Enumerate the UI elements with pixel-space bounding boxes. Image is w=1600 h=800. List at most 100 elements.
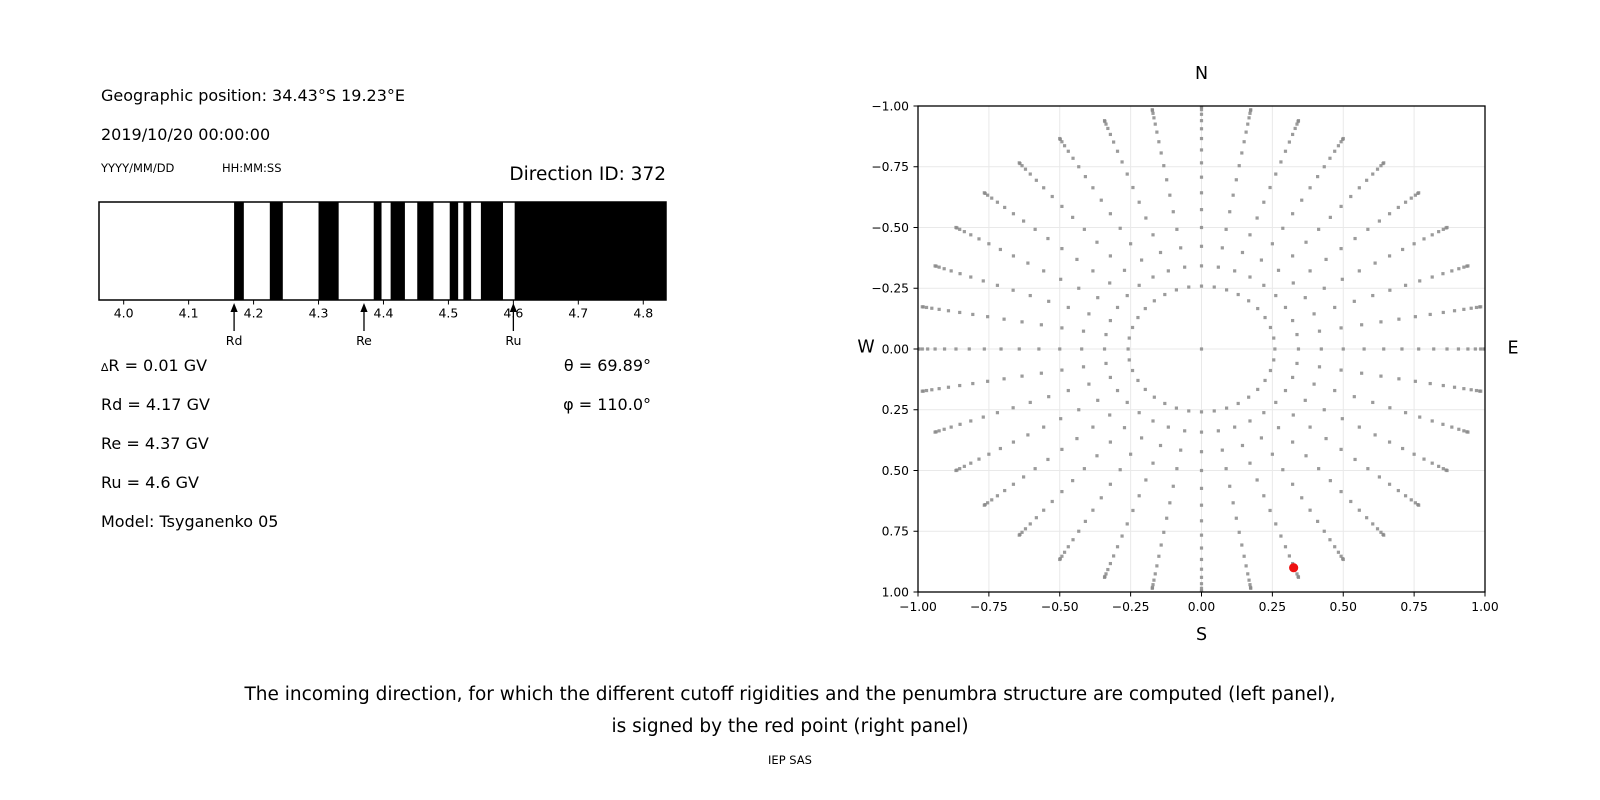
direction-dot xyxy=(995,494,1000,498)
direction-dot xyxy=(1039,323,1043,327)
direction-dot xyxy=(958,383,962,388)
direction-dot xyxy=(971,381,975,386)
direction-dot xyxy=(1220,448,1224,452)
penumbra-axis-ticks: 4.0 4.1 4.2 4.3 4.4 4.5 4.6 4.7 4.8 xyxy=(114,300,653,321)
Ru-arrow-head xyxy=(509,303,517,312)
direction-dot xyxy=(1256,306,1260,311)
direction-dot xyxy=(995,283,1000,287)
direction-dot xyxy=(1143,387,1147,392)
direction-dot xyxy=(1319,347,1323,351)
direction-dot xyxy=(1248,275,1252,279)
direction-dot xyxy=(1060,447,1064,452)
direction-dot xyxy=(1081,365,1086,369)
direction-dot xyxy=(1120,534,1124,538)
direction-dot xyxy=(1059,277,1063,281)
direction-dot xyxy=(1199,567,1204,571)
Rd-arrow-head xyxy=(230,303,238,312)
direction-dot xyxy=(1387,482,1392,486)
direction-dot xyxy=(1452,309,1457,313)
direction-dot xyxy=(958,227,962,231)
direction-dot xyxy=(1375,527,1380,531)
direction-dot xyxy=(1428,312,1432,317)
direction-dot xyxy=(1328,156,1332,160)
direction-dot xyxy=(967,347,971,351)
direction-dot xyxy=(924,305,929,310)
direction-dot xyxy=(1462,265,1466,269)
direction-dot xyxy=(982,347,986,351)
direction-dot xyxy=(1324,436,1328,441)
direction-dot xyxy=(1152,116,1156,120)
direction-dot xyxy=(1274,400,1278,405)
direction-dot xyxy=(1413,379,1417,383)
direction-dot xyxy=(1199,112,1204,116)
direction-dot xyxy=(1236,292,1240,297)
direction-dot xyxy=(958,272,962,276)
direction-dot xyxy=(1312,312,1316,316)
direction-dot xyxy=(1037,347,1041,351)
direction-dot xyxy=(1397,377,1401,381)
direction-dot xyxy=(1216,265,1220,269)
direction-dot xyxy=(1336,144,1341,148)
delta-r-value: ∆R = 0.01 GV xyxy=(101,356,207,375)
direction-dot xyxy=(1400,347,1404,351)
direction-dot xyxy=(1281,226,1285,230)
direction-dot xyxy=(1262,494,1266,498)
direction-dot xyxy=(1011,254,1016,258)
direction-id-label: Direction ID: 372 xyxy=(509,164,666,185)
direction-dot xyxy=(1336,550,1341,554)
direction-dot xyxy=(977,457,981,461)
direction-dot xyxy=(1199,430,1204,434)
direction-dot xyxy=(1075,436,1079,441)
direction-dot xyxy=(1296,347,1301,351)
direction-dot xyxy=(1308,508,1312,512)
direction-dot xyxy=(1151,461,1155,465)
direction-dot xyxy=(1268,325,1273,330)
ru-value: Ru = 4.6 GV xyxy=(101,473,199,492)
direction-dot xyxy=(1462,387,1466,391)
forbidden-band xyxy=(318,202,339,300)
direction-dot xyxy=(1462,429,1466,433)
direction-dot xyxy=(1137,283,1141,287)
Re-arrow-label: Re xyxy=(356,333,372,348)
direction-dot xyxy=(1199,244,1204,248)
direction-dot xyxy=(930,306,934,310)
direction-dot xyxy=(937,265,941,269)
direction-dot xyxy=(920,305,924,309)
direction-dot xyxy=(1375,167,1380,171)
direction-dot xyxy=(1270,242,1274,246)
direction-dot xyxy=(1042,186,1046,190)
direction-dot xyxy=(1159,543,1163,547)
forbidden-band xyxy=(480,202,503,300)
direction-dot xyxy=(1071,156,1075,160)
direction-dot xyxy=(1349,194,1353,199)
direction-dot xyxy=(1104,572,1108,576)
direction-dot xyxy=(1295,122,1299,126)
direction-dot xyxy=(1357,269,1361,273)
direction-dot xyxy=(1199,264,1204,268)
direction-dot xyxy=(1152,299,1156,303)
direction-dot xyxy=(949,269,953,273)
direction-dot xyxy=(1240,151,1244,155)
direction-dot xyxy=(1312,382,1316,386)
direction-dot xyxy=(1373,261,1377,265)
direction-dot xyxy=(998,446,1002,451)
direction-dot xyxy=(1231,193,1235,197)
direction-dot xyxy=(986,501,990,505)
direction-dot xyxy=(1403,200,1408,204)
x-tick-label: −0.50 xyxy=(1041,600,1079,614)
direction-dot xyxy=(920,389,924,393)
direction-dot xyxy=(1163,401,1167,406)
direction-dot xyxy=(1108,482,1112,486)
re-value: Re = 4.37 GV xyxy=(101,434,209,453)
direction-dot xyxy=(1028,522,1032,526)
direction-dot xyxy=(1417,503,1421,507)
direction-dot xyxy=(1237,164,1241,168)
direction-dot xyxy=(1003,488,1007,493)
direction-dot xyxy=(1199,225,1204,230)
direction-dot xyxy=(1296,575,1301,579)
direction-dot xyxy=(1409,196,1413,200)
direction-dot xyxy=(1357,186,1361,190)
direction-dot xyxy=(1183,429,1187,433)
direction-dot xyxy=(1249,108,1253,112)
direction-dot xyxy=(1339,554,1343,558)
